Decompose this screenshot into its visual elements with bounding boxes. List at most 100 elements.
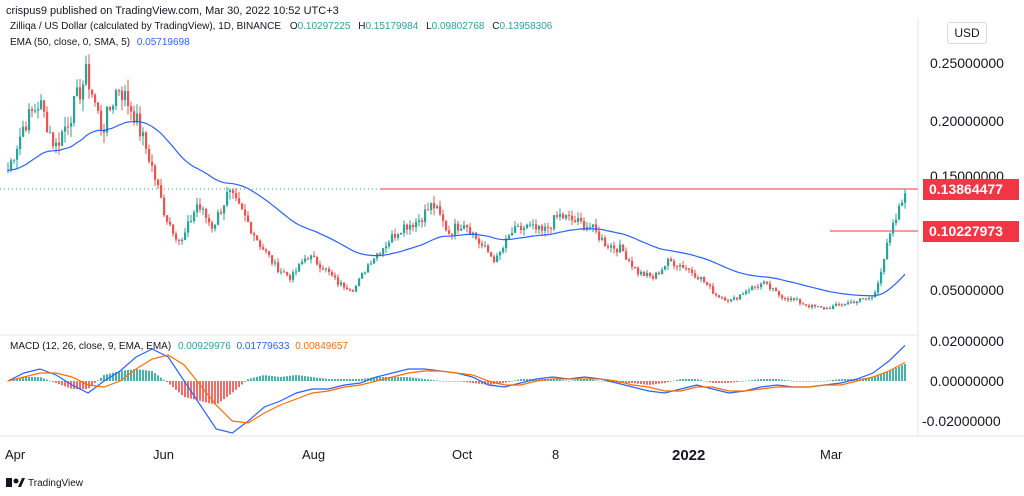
- macd-histogram-bar: [868, 377, 870, 381]
- candle-body: [754, 286, 757, 288]
- candle-body: [577, 218, 580, 223]
- last-price-label-bg: [923, 179, 1019, 200]
- macd-histogram-bar: [724, 381, 726, 383]
- candle-body: [898, 205, 901, 220]
- candle-body: [655, 272, 658, 279]
- macd-histogram-bar: [466, 381, 468, 383]
- candle-body: [751, 286, 754, 291]
- candle-body: [556, 215, 559, 217]
- candle-body: [22, 126, 25, 137]
- macd-histogram-bar: [766, 379, 768, 381]
- macd-histogram-bar: [139, 369, 141, 381]
- candle-body: [850, 301, 853, 303]
- currency-button[interactable]: USD: [947, 22, 987, 44]
- macd-histogram-bar: [865, 377, 867, 381]
- candle-body: [229, 190, 232, 192]
- candle-body: [316, 257, 319, 265]
- macd-histogram-bar: [661, 381, 663, 384]
- macd-histogram-bar: [208, 381, 210, 404]
- price-tick-0.20: 0.20000000: [930, 113, 1004, 129]
- candle-body: [100, 110, 103, 130]
- macd-histogram-bar: [448, 381, 450, 382]
- candle-body: [421, 220, 424, 222]
- ema-legend[interactable]: EMA (50, close, 0, SMA, 5) 0.05719698: [10, 37, 190, 48]
- macd-histogram-bar: [742, 381, 744, 382]
- candle-body: [223, 205, 226, 214]
- macd-histogram-bar: [712, 381, 714, 383]
- macd-histogram-bar: [874, 376, 876, 381]
- macd-legend-label[interactable]: MACD (12, 26, close, 9, EMA, EMA): [10, 341, 172, 352]
- macd-histogram-bar: [637, 381, 639, 384]
- macd-histogram-bar: [190, 381, 192, 399]
- macd-histogram-bar: [379, 377, 381, 381]
- macd-histogram-bar: [688, 379, 690, 381]
- candle-body: [682, 265, 685, 268]
- candle-body: [691, 269, 694, 274]
- candle-body: [685, 267, 688, 269]
- candle-body: [514, 226, 517, 233]
- candle-body: [895, 219, 898, 223]
- candle-body: [802, 303, 805, 305]
- macd-histogram-bar: [697, 379, 699, 381]
- candle-body: [805, 304, 808, 306]
- candle-body: [709, 284, 712, 287]
- ema-legend-label[interactable]: EMA (50, close, 0, SMA, 5): [10, 37, 131, 48]
- macd-histogram-bar: [781, 379, 783, 381]
- candle-body: [697, 277, 700, 280]
- macd-histogram-bar: [802, 381, 804, 382]
- candle-body: [589, 227, 592, 229]
- macd-histogram-bar: [502, 381, 504, 384]
- macd-histogram-bar: [847, 379, 849, 381]
- macd-histogram-bar: [535, 379, 537, 381]
- candle-body: [415, 221, 418, 228]
- macd-histogram-bar: [277, 376, 279, 381]
- macd-histogram-bar: [76, 381, 78, 389]
- macd-histogram-bar: [274, 376, 276, 381]
- macd-legend[interactable]: MACD (12, 26, close, 9, EMA, EMA) 0.0092…: [10, 341, 348, 352]
- macd-histogram-bar: [844, 379, 846, 381]
- ohlc-close: C0.13958306: [492, 21, 553, 32]
- candle-body: [511, 232, 514, 236]
- candle-body: [739, 294, 742, 300]
- candle-body: [583, 221, 586, 230]
- macd-histogram-bar: [490, 381, 492, 385]
- candle-body: [187, 221, 190, 233]
- candle-body: [244, 209, 247, 216]
- candle-body: [61, 131, 64, 146]
- macd-histogram-bar: [220, 381, 222, 402]
- candle-body: [607, 246, 610, 248]
- candle-body: [169, 221, 172, 225]
- candle-body: [559, 214, 562, 217]
- candle-body: [817, 306, 820, 308]
- candle-body: [463, 225, 466, 229]
- macd-histogram-bar: [49, 380, 51, 382]
- symbol-title[interactable]: Zilliqa / US Dollar (calculated by Tradi…: [10, 21, 282, 32]
- macd-histogram-bar: [148, 370, 150, 381]
- macd-histogram-bar: [199, 381, 201, 401]
- macd-histogram-bar: [157, 375, 159, 381]
- macd-histogram-bar: [166, 381, 168, 383]
- ema-legend-value: 0.05719698: [136, 37, 190, 48]
- macd-histogram-bar: [571, 380, 573, 382]
- candle-body: [274, 262, 277, 264]
- candle-body: [136, 113, 139, 123]
- macd-histogram-bar: [652, 381, 654, 385]
- macd-histogram-bar: [289, 375, 291, 381]
- candle-body: [712, 286, 715, 294]
- macd-histogram-bar: [514, 380, 516, 381]
- candle-body: [427, 209, 430, 211]
- macd-histogram-bar: [841, 379, 843, 381]
- candle-body: [208, 218, 211, 223]
- macd-histogram-bar: [97, 380, 99, 381]
- macd-histogram-bar: [628, 381, 630, 383]
- candle-body: [538, 225, 541, 230]
- macd-histogram-bar: [184, 381, 186, 398]
- macd-histogram-bar: [82, 381, 84, 389]
- candle-body: [484, 245, 487, 247]
- macd-histogram-bar: [232, 381, 234, 393]
- symbol-legend[interactable]: Zilliqa / US Dollar (calculated by Tradi…: [10, 21, 552, 32]
- macd-tick-0.02: 0.02000000: [930, 333, 1004, 349]
- macd-histogram-bar: [529, 379, 531, 381]
- time-tick-jun: Jun: [153, 447, 174, 462]
